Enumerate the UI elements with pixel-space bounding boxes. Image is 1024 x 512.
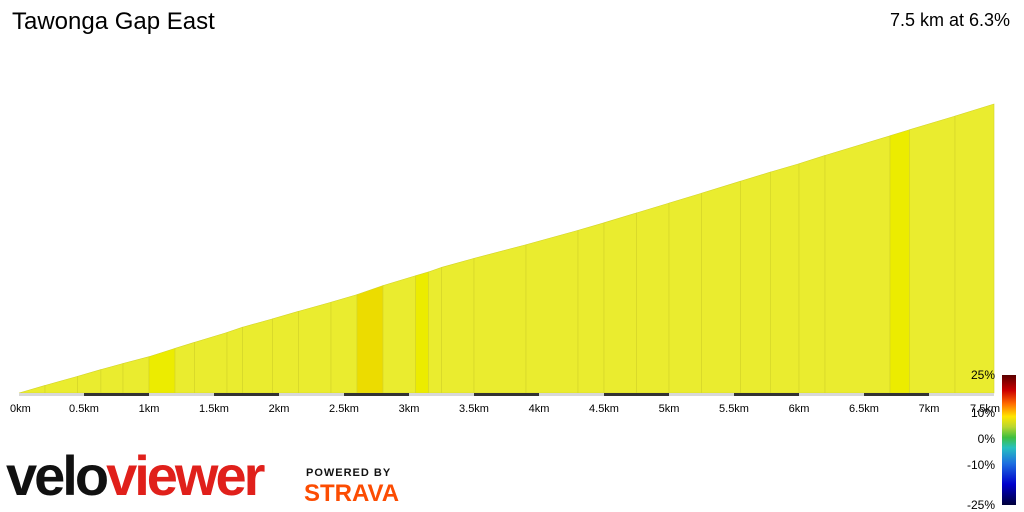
climb-title: Tawonga Gap East	[12, 8, 215, 35]
profile-segment	[194, 332, 228, 394]
profile-segment	[889, 129, 910, 394]
distance-tick-label: 0km	[10, 403, 31, 415]
distance-marker-bar	[344, 393, 409, 396]
profile-segment	[122, 356, 150, 394]
distance-marker-bar	[604, 393, 669, 396]
legend-label-minus-25: -25%	[966, 498, 995, 512]
profile-segment	[226, 326, 243, 394]
profile-segment	[824, 135, 891, 394]
distance-tick-label: 3.5km	[459, 403, 489, 415]
distance-tick-label: 0.5km	[69, 403, 99, 415]
profile-segment	[148, 347, 176, 394]
profile-segment	[356, 285, 384, 394]
profile-segment	[298, 301, 332, 394]
strava-logo: STRAVA	[304, 480, 400, 507]
veloviewer-logo: veloviewer	[6, 448, 265, 504]
profile-segment	[909, 115, 956, 394]
distance-tick-label: 3km	[399, 403, 420, 415]
legend-label-0: 0%	[977, 432, 995, 446]
profile-segment	[428, 266, 442, 394]
profile-segment	[18, 385, 46, 394]
distance-tick-label: 6.5km	[849, 403, 879, 415]
profile-segment	[577, 222, 605, 394]
profile-segment	[636, 202, 670, 394]
profile-segment	[100, 363, 124, 394]
profile-segment	[415, 271, 429, 394]
distance-tick-label: 6km	[789, 403, 810, 415]
profile-segment	[174, 341, 195, 394]
profile-segment	[330, 294, 358, 394]
distance-tick-label: 4.5km	[589, 403, 619, 415]
logo-part-velo: velo	[6, 444, 109, 507]
distance-tick-label: 4km	[529, 403, 550, 415]
distance-tick-label: 5.5km	[719, 403, 749, 415]
distance-tick-label: 5km	[659, 403, 680, 415]
distance-marker-bar	[214, 393, 279, 396]
distance-axis	[19, 393, 994, 396]
distance-tick-label: 1km	[139, 403, 160, 415]
distance-marker-bar	[84, 393, 149, 396]
profile-segment	[701, 180, 741, 394]
distance-tick-label: 7km	[919, 403, 940, 415]
profile-segment	[44, 375, 78, 394]
distance-marker-bar	[474, 393, 539, 396]
profile-segment	[740, 171, 771, 394]
profile-segment	[473, 244, 527, 394]
legend-label-25: 25%	[970, 368, 995, 382]
profile-segment	[242, 318, 273, 394]
distance-tick-label: 2km	[269, 403, 290, 415]
profile-segment	[954, 103, 995, 394]
profile-segment	[525, 229, 579, 394]
distance-marker-bar	[734, 393, 799, 396]
distance-tick-label: 1.5km	[199, 403, 229, 415]
powered-by-label: POWERED BY	[306, 467, 392, 479]
profile-segment	[770, 163, 800, 394]
gradient-color-scale	[1002, 375, 1016, 505]
profile-segment	[798, 155, 826, 394]
distance-tick-label: 2.5km	[329, 403, 359, 415]
legend-label-10: 10%	[970, 406, 995, 420]
profile-segment	[603, 212, 637, 394]
profile-segment	[441, 257, 475, 394]
distance-marker-bar	[864, 393, 929, 396]
profile-segment	[272, 310, 299, 394]
climb-summary: 7.5 km at 6.3%	[889, 10, 1010, 30]
profile-area-layer	[18, 103, 995, 394]
profile-segment	[77, 369, 102, 394]
profile-segment	[668, 192, 702, 394]
legend-label-minus-10: -10%	[966, 458, 995, 472]
distance-tick-labels: 0km 0.5km 1km 1.5km 2km 2.5km 3km 3.5km 4km 4.5km…	[10, 403, 1000, 415]
logo-part-viewer: viewer	[106, 444, 265, 507]
distance-tick-label: 7.5km	[970, 403, 1000, 415]
profile-segment	[382, 275, 416, 394]
